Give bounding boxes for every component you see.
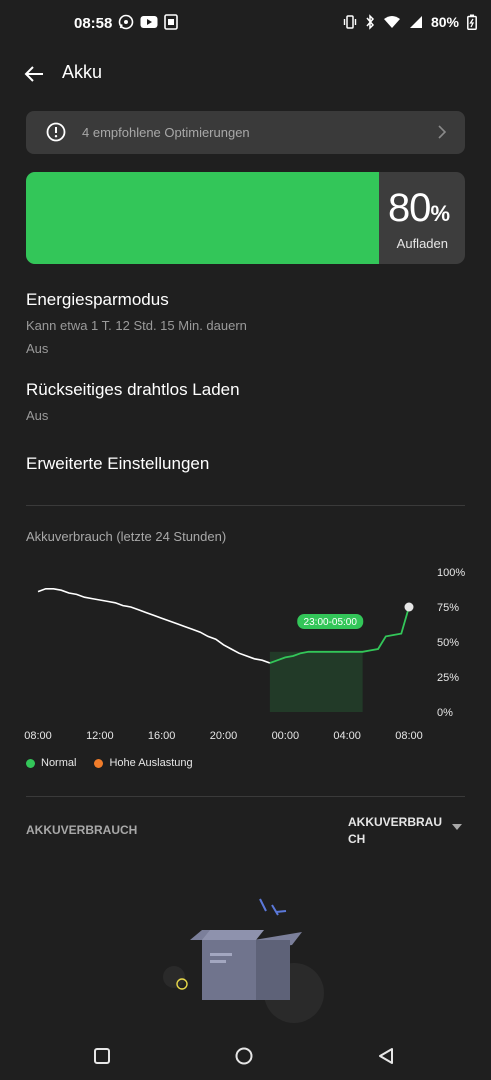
navigation-bar: [0, 1030, 491, 1080]
y-tick-label: 25%: [437, 672, 459, 684]
dropdown-arrow-icon: [452, 824, 462, 830]
legend-dot-high-load: [94, 758, 104, 768]
chevron-right-icon: [438, 125, 447, 139]
power-saving-estimate: Kann etwa 1 T. 12 Std. 15 Min. dauern: [26, 318, 247, 333]
series-line-normal: [37, 588, 271, 664]
reverse-wireless-title: Rückseitiges drahtlos Laden: [26, 380, 240, 399]
y-tick-label: 100%: [437, 567, 465, 579]
x-tick-label: 20:00: [210, 730, 238, 742]
x-tick-label: 04:00: [333, 730, 361, 742]
page-title: Akku: [62, 62, 103, 82]
battery-level-bar: [26, 172, 380, 264]
power-saving-status: Aus: [26, 341, 49, 356]
reverse-wireless-status: Aus: [26, 408, 49, 423]
signal-icon: [409, 16, 422, 28]
battery-percent-value: 80: [387, 186, 431, 230]
legend-label-normal: Normal: [41, 757, 77, 769]
x-tick-label: 08:00: [24, 730, 52, 742]
current-level-dot: [404, 602, 414, 612]
advanced-settings[interactable]: Erweiterte Einstellungen: [26, 454, 209, 474]
reverse-wireless-setting[interactable]: Rückseitiges drahtlos Laden Aus: [26, 380, 240, 423]
series-line-charging: [269, 606, 410, 664]
charging-window-label: 23:00-05:00: [304, 617, 358, 628]
x-tick-label: 12:00: [86, 730, 114, 742]
charging-window-area: [269, 651, 363, 712]
x-tick-label: 00:00: [272, 730, 300, 742]
notification-icons: [118, 14, 178, 30]
legend-label-high-load: Hohe Auslastung: [109, 757, 193, 769]
charging-window-badge: 23:00-05:00: [297, 614, 364, 629]
status-bar: 08:58 80%: [0, 0, 491, 48]
optimizations-card[interactable]: 4 empfohlene Optimierungen: [26, 111, 465, 154]
legend-dot-normal: [26, 758, 35, 768]
battery-percent-text: 80%: [430, 14, 459, 30]
youtube-icon: [140, 16, 158, 28]
app-header: Akku: [0, 58, 491, 90]
y-tick-label: 0%: [437, 707, 453, 719]
battery-percent: 80%: [387, 186, 450, 231]
empty-box-illustration: [163, 898, 324, 1023]
battery-usage-chart: 100% 75% 50% 25% 0% 08:00 12:00 16:00 20:00 00:0…: [24, 567, 465, 742]
vibrate-icon: [343, 15, 357, 29]
back-icon[interactable]: [376, 1046, 396, 1066]
recents-icon[interactable]: [92, 1046, 112, 1066]
alert-icon: [46, 122, 66, 142]
back-arrow-icon[interactable]: [22, 62, 46, 86]
divider: [26, 505, 465, 506]
y-tick-label: 75%: [437, 602, 459, 614]
x-tick-label: 08:00: [395, 730, 423, 742]
usage-title: AKKUVERBRAUCH: [26, 823, 138, 837]
usage-sort-dropdown[interactable]: AKKUVERBRAUCH: [348, 814, 468, 848]
home-icon[interactable]: [234, 1046, 254, 1066]
chart-legend: Normal Hohe Auslastung: [26, 757, 211, 769]
whatsapp-icon: [118, 14, 134, 30]
battery-charging-icon: [467, 14, 477, 30]
status-time: 08:58: [74, 15, 113, 32]
battery-level-card: 80% Aufladen: [26, 172, 465, 264]
power-saving-setting[interactable]: Energiesparmodus Kann etwa 1 T. 12 Std. …: [26, 290, 247, 356]
optimizations-label: 4 empfohlene Optimierungen: [82, 125, 250, 140]
power-saving-title: Energiesparmodus: [26, 290, 169, 309]
charging-state: Aufladen: [396, 236, 448, 251]
usage-sort-label: AKKUVERBRAUCH: [348, 815, 443, 846]
wifi-icon: [383, 16, 400, 28]
battery-percent-sign: %: [430, 201, 450, 226]
sim-icon: [164, 14, 178, 30]
chart-title: Akkuverbrauch (letzte 24 Stunden): [26, 529, 227, 544]
y-tick-label: 50%: [437, 637, 459, 649]
legend-item-high-load: Hohe Auslastung: [94, 757, 193, 769]
system-icons: 80%: [343, 14, 477, 30]
divider: [26, 796, 465, 797]
bluetooth-icon: [366, 14, 374, 30]
legend-item-normal: Normal: [26, 757, 76, 769]
x-tick-label: 16:00: [148, 730, 176, 742]
advanced-settings-title: Erweiterte Einstellungen: [26, 454, 210, 473]
